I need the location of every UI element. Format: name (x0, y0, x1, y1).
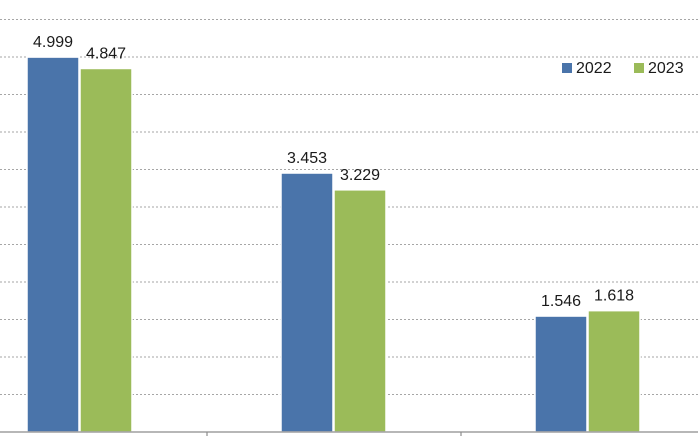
bar-2023-3 (587, 309, 641, 433)
legend-label-2023: 2023 (648, 60, 684, 77)
legend-swatch-2023 (634, 63, 644, 73)
x-axis (0, 431, 698, 436)
data-label-2022-1: 4.999 (33, 34, 73, 51)
bars (26, 56, 641, 433)
data-label-2023-1: 4.847 (86, 45, 126, 62)
data-label-2023-2: 3.229 (340, 167, 380, 184)
bar-2022-3 (534, 315, 588, 433)
legend-swatch-2022 (562, 63, 572, 73)
bar-2022-1 (26, 56, 80, 433)
data-labels: 4.999 3.453 1.546 4.847 3.229 1.618 (33, 34, 634, 310)
bar-2023-1 (79, 67, 133, 433)
legend: 2022 2023 (562, 60, 684, 77)
legend-label-2022: 2022 (576, 60, 612, 77)
data-label-2022-2: 3.453 (287, 150, 327, 167)
data-label-2022-3: 1.546 (541, 293, 581, 310)
data-label-2023-3: 1.618 (594, 288, 634, 305)
bar-2022-2 (280, 172, 334, 433)
bar-2023-2 (333, 189, 387, 433)
